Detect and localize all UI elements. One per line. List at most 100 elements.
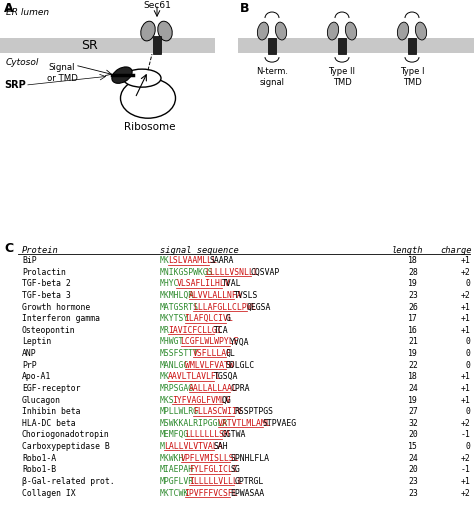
Text: +2: +2: [460, 291, 470, 300]
Text: 20: 20: [408, 430, 418, 440]
Ellipse shape: [123, 69, 161, 87]
Text: Ribosome: Ribosome: [124, 122, 176, 132]
Text: +1: +1: [460, 373, 470, 381]
Text: 19: 19: [408, 396, 418, 405]
Text: SRP: SRP: [4, 80, 26, 90]
Text: MK: MK: [160, 373, 170, 381]
Text: LLLAFGLLCLPWL: LLLAFGLLCLPWL: [193, 303, 256, 312]
Text: MKWKH: MKWKH: [160, 454, 184, 463]
Text: MHWGT: MHWGT: [160, 337, 184, 346]
Bar: [408, 38, 416, 54]
Text: VPFLVMISLLSL: VPFLVMISLLSL: [181, 454, 239, 463]
Text: 0: 0: [465, 337, 470, 346]
Ellipse shape: [415, 22, 427, 40]
Text: MR: MR: [160, 326, 170, 335]
Text: +1: +1: [460, 314, 470, 323]
Text: BiP: BiP: [22, 256, 36, 265]
Ellipse shape: [141, 21, 155, 41]
Ellipse shape: [275, 22, 287, 40]
Text: 0: 0: [465, 442, 470, 451]
Text: MKS: MKS: [160, 396, 174, 405]
Text: MRPSGAG: MRPSGAG: [160, 384, 194, 393]
Text: MKYTSY: MKYTSY: [160, 314, 189, 323]
Text: +1: +1: [460, 256, 470, 265]
Text: SR: SR: [82, 39, 99, 51]
Text: 23: 23: [408, 488, 418, 498]
Text: A: A: [4, 2, 14, 15]
Text: Protein: Protein: [22, 246, 59, 255]
Text: FLLASCWIIV: FLLASCWIIV: [193, 407, 242, 416]
Text: SG: SG: [230, 465, 240, 474]
Text: TGSQA: TGSQA: [214, 373, 238, 381]
Text: +2: +2: [460, 268, 470, 277]
Text: 16: 16: [408, 326, 418, 335]
Text: Sec61: Sec61: [143, 1, 171, 10]
Text: VATVTLMLAML: VATVTLMLAML: [218, 419, 271, 428]
Text: CPRA: CPRA: [230, 384, 249, 393]
Text: AAVLTLAVLFL: AAVLTLAVLFL: [168, 373, 222, 381]
Text: SDLGLC: SDLGLC: [226, 361, 255, 370]
Text: HLA-DC beta: HLA-DC beta: [22, 419, 76, 428]
Text: 23: 23: [408, 291, 418, 300]
Text: ANP: ANP: [22, 349, 36, 358]
Text: MPGFLVR: MPGFLVR: [160, 477, 194, 486]
Text: 0: 0: [465, 361, 470, 370]
Text: 22: 22: [408, 361, 418, 370]
Text: YVQA: YVQA: [230, 337, 249, 346]
Text: QEGSA: QEGSA: [246, 303, 271, 312]
Text: EPWASAA: EPWASAA: [230, 488, 264, 498]
Text: IAVICFCLLGI: IAVICFCLLGI: [168, 326, 222, 335]
Text: Osteopontin: Osteopontin: [22, 326, 76, 335]
Text: 0: 0: [465, 349, 470, 358]
Text: MIAEPAH: MIAEPAH: [160, 465, 194, 474]
Text: 28: 28: [408, 268, 418, 277]
Text: 23: 23: [408, 477, 418, 486]
Text: +2: +2: [460, 488, 470, 498]
Text: MKMHLQR: MKMHLQR: [160, 291, 194, 300]
Bar: [238, 38, 474, 53]
Text: Inhibin beta: Inhibin beta: [22, 407, 81, 416]
Text: β-Gal-related prot.: β-Gal-related prot.: [22, 477, 115, 486]
Text: LSLVAAMLLL: LSLVAAMLLL: [168, 256, 217, 265]
Text: Leptin: Leptin: [22, 337, 51, 346]
Text: IPVFFFVCSFL: IPVFFFVCSFL: [185, 488, 238, 498]
Text: LLLLLVSNLLL: LLLLLVSNLLL: [205, 268, 259, 277]
Bar: [338, 38, 346, 54]
Text: TGF-beta 2: TGF-beta 2: [22, 279, 71, 288]
Text: +1: +1: [460, 384, 470, 393]
Text: charge: charge: [440, 246, 472, 255]
Text: B: B: [240, 2, 249, 15]
Text: MHYC: MHYC: [160, 279, 180, 288]
Ellipse shape: [328, 22, 338, 40]
Text: C: C: [4, 243, 13, 255]
Text: TCA: TCA: [214, 326, 228, 335]
Text: Cytosol: Cytosol: [6, 58, 39, 67]
Text: +1: +1: [460, 396, 470, 405]
Text: 19: 19: [408, 349, 418, 358]
Text: MANLGC: MANLGC: [160, 361, 189, 370]
Ellipse shape: [257, 22, 269, 40]
Text: +1: +1: [460, 303, 470, 312]
Text: length: length: [392, 246, 423, 255]
Text: MKTCWK: MKTCWK: [160, 488, 189, 498]
Text: PrP: PrP: [22, 361, 36, 370]
Text: MK: MK: [160, 256, 170, 265]
Text: RSSPTPGS: RSSPTPGS: [234, 407, 273, 416]
Text: 17: 17: [408, 314, 418, 323]
Text: N-term.
signal: N-term. signal: [256, 67, 288, 86]
Text: MNIKGSPWKGS: MNIKGSPWKGS: [160, 268, 214, 277]
Text: MEMFQG: MEMFQG: [160, 430, 189, 440]
Text: +1: +1: [460, 477, 470, 486]
Text: 24: 24: [408, 454, 418, 463]
Text: Glucagon: Glucagon: [22, 396, 61, 405]
Text: Interferon gamma: Interferon gamma: [22, 314, 100, 323]
Text: TVSLS: TVSLS: [234, 291, 258, 300]
Text: SAARA: SAARA: [210, 256, 234, 265]
Text: Type I
TMD: Type I TMD: [400, 67, 424, 86]
Text: 32: 32: [408, 419, 418, 428]
Text: 27: 27: [408, 407, 418, 416]
Text: Choriogonadotropin: Choriogonadotropin: [22, 430, 110, 440]
Text: signal sequence: signal sequence: [160, 246, 239, 255]
Text: IYFVAGLFVMLV: IYFVAGLFVMLV: [173, 396, 231, 405]
Text: MSWKKALRIPGGLR: MSWKKALRIPGGLR: [160, 419, 228, 428]
